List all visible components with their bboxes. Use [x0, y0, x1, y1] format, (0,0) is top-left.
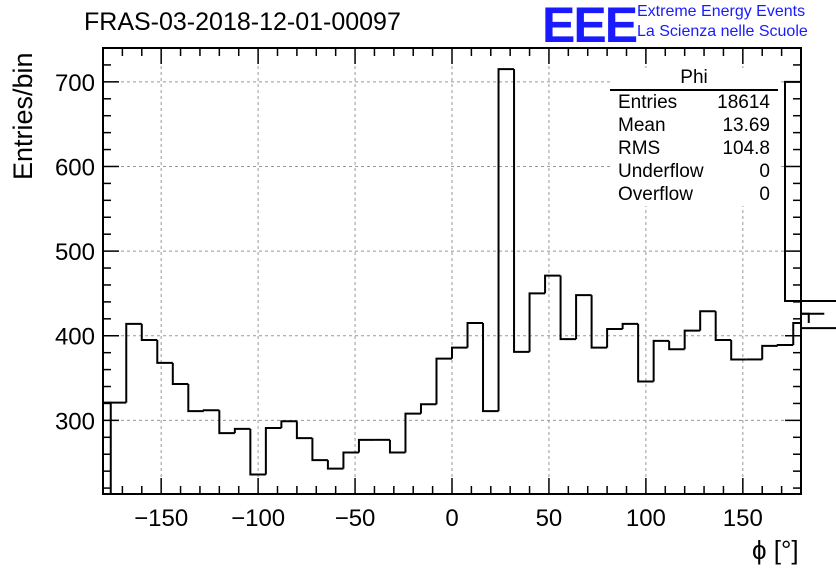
stats-histogram-name: Phi — [610, 68, 778, 91]
y-axis-label: Entries/bin — [8, 52, 38, 180]
histogram-bin — [171, 362, 189, 385]
histogram-bin — [528, 292, 546, 352]
x-tick-label: 50 — [536, 505, 563, 532]
histogram-bin — [109, 401, 127, 494]
stats-value: 0 — [759, 161, 770, 182]
histogram-bin — [482, 323, 499, 413]
histogram-bin — [621, 322, 639, 329]
histogram-bin — [233, 427, 251, 434]
y-tick-label: 500 — [55, 239, 95, 266]
x-tick-label: 150 — [723, 505, 763, 532]
histogram-bins — [103, 68, 836, 494]
stats-label: Entries — [618, 92, 678, 113]
histogram-bin — [652, 339, 670, 382]
histogram-bin — [357, 438, 375, 453]
histogram-bin — [792, 322, 801, 346]
stats-label: Overflow — [618, 184, 693, 205]
histogram-bin — [342, 451, 359, 469]
histogram-bin — [637, 323, 654, 383]
histogram-bin — [125, 322, 142, 403]
histogram-bin — [801, 300, 836, 303]
histogram-bin — [249, 428, 266, 476]
y-tick-label: 700 — [55, 70, 95, 97]
logo-text-line1: Extreme Energy Events — [637, 3, 806, 20]
histogram-bin — [761, 344, 778, 360]
histogram-bin — [280, 420, 297, 428]
histogram-bin — [140, 323, 158, 341]
histogram-title: FRAS-03-2018-12-01-00097 — [84, 8, 401, 36]
stats-value: 18614 — [717, 92, 770, 113]
stats-value: 13.69 — [722, 115, 770, 136]
stats-row-underflow: Underflow 0 — [610, 160, 778, 183]
stats-label: RMS — [618, 138, 661, 159]
histogram-bin — [435, 357, 452, 405]
histogram-bin — [606, 327, 623, 348]
histogram-bin — [801, 312, 810, 324]
x-tick-label: −150 — [134, 505, 188, 532]
histogram-bin — [801, 327, 836, 330]
stats-row-mean: Mean 13.69 — [610, 114, 778, 137]
histogram-bin — [776, 344, 794, 347]
x-axis-label: ϕ [°] — [752, 535, 799, 565]
histogram-bin — [668, 340, 685, 351]
histogram-bin — [295, 421, 313, 440]
axis-ticks — [102, 47, 802, 494]
histogram-bin — [466, 322, 484, 348]
histogram-bin — [699, 310, 716, 331]
x-tick-label: −100 — [231, 505, 285, 532]
histogram-bin — [218, 410, 235, 435]
histogram-bin — [513, 69, 530, 353]
y-tick-label: 600 — [55, 154, 95, 181]
stats-row-overflow: Overflow 0 — [610, 183, 778, 206]
histogram-bin — [156, 339, 173, 364]
eee-logo: EEE — [542, 0, 638, 53]
histogram-bin — [419, 403, 437, 414]
histogram-bin — [202, 409, 220, 412]
histogram-bin — [559, 275, 577, 341]
y-tick-label: 400 — [55, 324, 95, 351]
histogram-bin — [575, 294, 592, 340]
logo-text-line2: La Scienza nelle Scuole — [637, 23, 808, 40]
axis-tick-labels: −150 −100 −50 0 50 100 150 300 400 500 600 700 — [55, 70, 763, 532]
histogram-bin — [544, 274, 561, 294]
histogram-bin — [451, 346, 468, 359]
stats-row-entries: Entries 18614 — [610, 91, 778, 114]
histogram-bin — [388, 439, 406, 454]
histogram-bin — [730, 339, 747, 361]
x-tick-label: 0 — [445, 505, 458, 532]
x-tick-label: −50 — [335, 505, 376, 532]
histogram-bin — [714, 311, 732, 341]
y-tick-label: 300 — [55, 408, 95, 435]
x-tick-label: 100 — [626, 505, 666, 532]
histogram-bin — [590, 295, 608, 349]
stats-row-rms: RMS 104.8 — [610, 137, 778, 160]
statistics-box: Phi Entries 18614 Mean 13.69 RMS 104.8 U… — [610, 68, 778, 206]
histogram-bin — [683, 329, 701, 350]
histogram-bin — [311, 438, 328, 462]
stats-label: Mean — [618, 115, 666, 136]
stats-label: Underflow — [618, 161, 704, 182]
stats-value: 104.8 — [722, 138, 770, 159]
stats-value: 0 — [759, 184, 770, 205]
histogram-bin — [497, 68, 515, 412]
histogram-bin — [404, 412, 421, 453]
histogram-bin — [264, 426, 282, 475]
histogram-bin — [326, 460, 344, 470]
histogram-bin — [187, 383, 204, 413]
